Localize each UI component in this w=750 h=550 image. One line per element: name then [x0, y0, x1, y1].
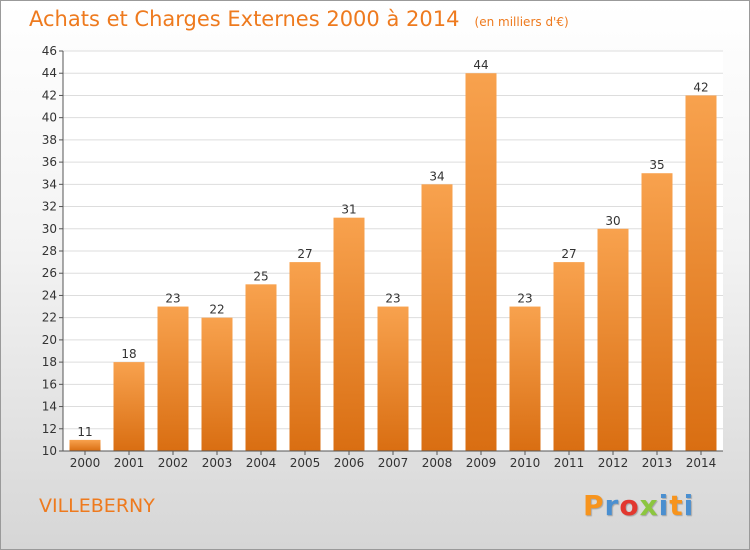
x-tick-label: 2013	[642, 456, 673, 470]
y-tick-label: 24	[42, 288, 57, 302]
x-tick-label: 2001	[114, 456, 145, 470]
logo-letter: r	[604, 489, 620, 522]
bar-2011	[553, 262, 585, 451]
value-label: 27	[297, 247, 312, 261]
value-label: 23	[517, 292, 532, 306]
bar-2007	[377, 306, 409, 451]
y-tick-label: 32	[42, 200, 57, 214]
x-tick-label: 2003	[202, 456, 233, 470]
y-tick-label: 10	[42, 444, 57, 458]
y-tick-label: 12	[42, 422, 57, 436]
bar-2004	[245, 284, 277, 451]
y-tick-label: 40	[42, 111, 57, 125]
value-label: 35	[649, 158, 664, 172]
x-tick-label: 2012	[598, 456, 629, 470]
bars	[69, 73, 717, 452]
y-tick-label: 16	[42, 377, 57, 391]
bar-2002	[157, 306, 189, 451]
x-tick-label: 2000	[70, 456, 101, 470]
y-tick-labels: 10 12 14 16 18 20 22 24 26 28 30 32 34 36 38 40 42 44 46	[42, 44, 57, 458]
value-label: 25	[253, 269, 268, 283]
x-tick-labels: 2000 2001 2002 2003 2004 2005 2006 2007 2008 2009…	[70, 456, 717, 470]
y-tick-label: 34	[42, 177, 57, 191]
x-tick-label: 2005	[290, 456, 321, 470]
value-label: 11	[77, 425, 92, 439]
bar-2006	[333, 217, 365, 451]
y-tick-label: 30	[42, 222, 57, 236]
value-label: 18	[121, 347, 136, 361]
value-label: 44	[473, 58, 488, 72]
bar-2009	[465, 73, 497, 451]
bar-2008	[421, 184, 453, 452]
y-tick-label: 42	[42, 88, 57, 102]
logo-letter: i	[658, 489, 670, 522]
x-tick-label: 2014	[686, 456, 717, 470]
bar-2003	[201, 317, 233, 451]
bar-2005	[289, 262, 321, 451]
y-tick-label: 14	[42, 400, 57, 414]
y-tick-label: 28	[42, 244, 57, 258]
axes	[59, 50, 723, 455]
bar-2013	[641, 173, 673, 451]
logo-letter: o	[619, 489, 640, 522]
logo-letter: x	[639, 489, 659, 522]
logo-letter: t	[669, 489, 684, 522]
value-label: 22	[209, 303, 224, 317]
x-tick-label: 2002	[158, 456, 189, 470]
bar-2012	[597, 228, 629, 451]
x-tick-label: 2011	[554, 456, 585, 470]
value-labels: 11 18 23 22 25 27 31 23 34 44 23 27 30 35 42	[77, 58, 708, 439]
y-tick-label: 20	[42, 333, 57, 347]
y-tick-label: 38	[42, 133, 57, 147]
y-tick-label: 26	[42, 266, 57, 280]
value-label: 27	[561, 247, 576, 261]
value-label: 42	[693, 80, 708, 94]
bar-2010	[509, 306, 541, 451]
logo-letter: P	[583, 489, 605, 522]
value-label: 31	[341, 203, 356, 217]
bar-2001	[113, 362, 145, 451]
value-label: 34	[429, 169, 444, 183]
y-tick-label: 18	[42, 355, 57, 369]
chart-subtitle: (en milliers d'€)	[474, 15, 569, 29]
chart-title: Achats et Charges Externes 2000 à 2014	[29, 7, 460, 31]
x-tick-label: 2008	[422, 456, 453, 470]
x-tick-label: 2006	[334, 456, 365, 470]
y-tick-label: 36	[42, 155, 57, 169]
value-label: 30	[605, 214, 620, 228]
y-tick-label: 22	[42, 311, 57, 325]
bar-2014	[685, 95, 717, 451]
bar-2000	[69, 439, 101, 451]
value-label: 23	[385, 292, 400, 306]
commune-name: VILLEBERNY	[39, 495, 155, 517]
y-tick-label: 46	[42, 44, 57, 58]
value-label: 23	[165, 292, 180, 306]
x-tick-label: 2004	[246, 456, 277, 470]
logo-letter: i	[683, 489, 695, 522]
x-tick-label: 2010	[510, 456, 541, 470]
x-tick-label: 2009	[466, 456, 497, 470]
proxiti-logo: Proxiti	[583, 489, 694, 522]
title-block: Achats et Charges Externes 2000 à 2014 (…	[29, 7, 569, 31]
y-tick-label: 44	[42, 66, 57, 80]
x-tick-label: 2007	[378, 456, 409, 470]
